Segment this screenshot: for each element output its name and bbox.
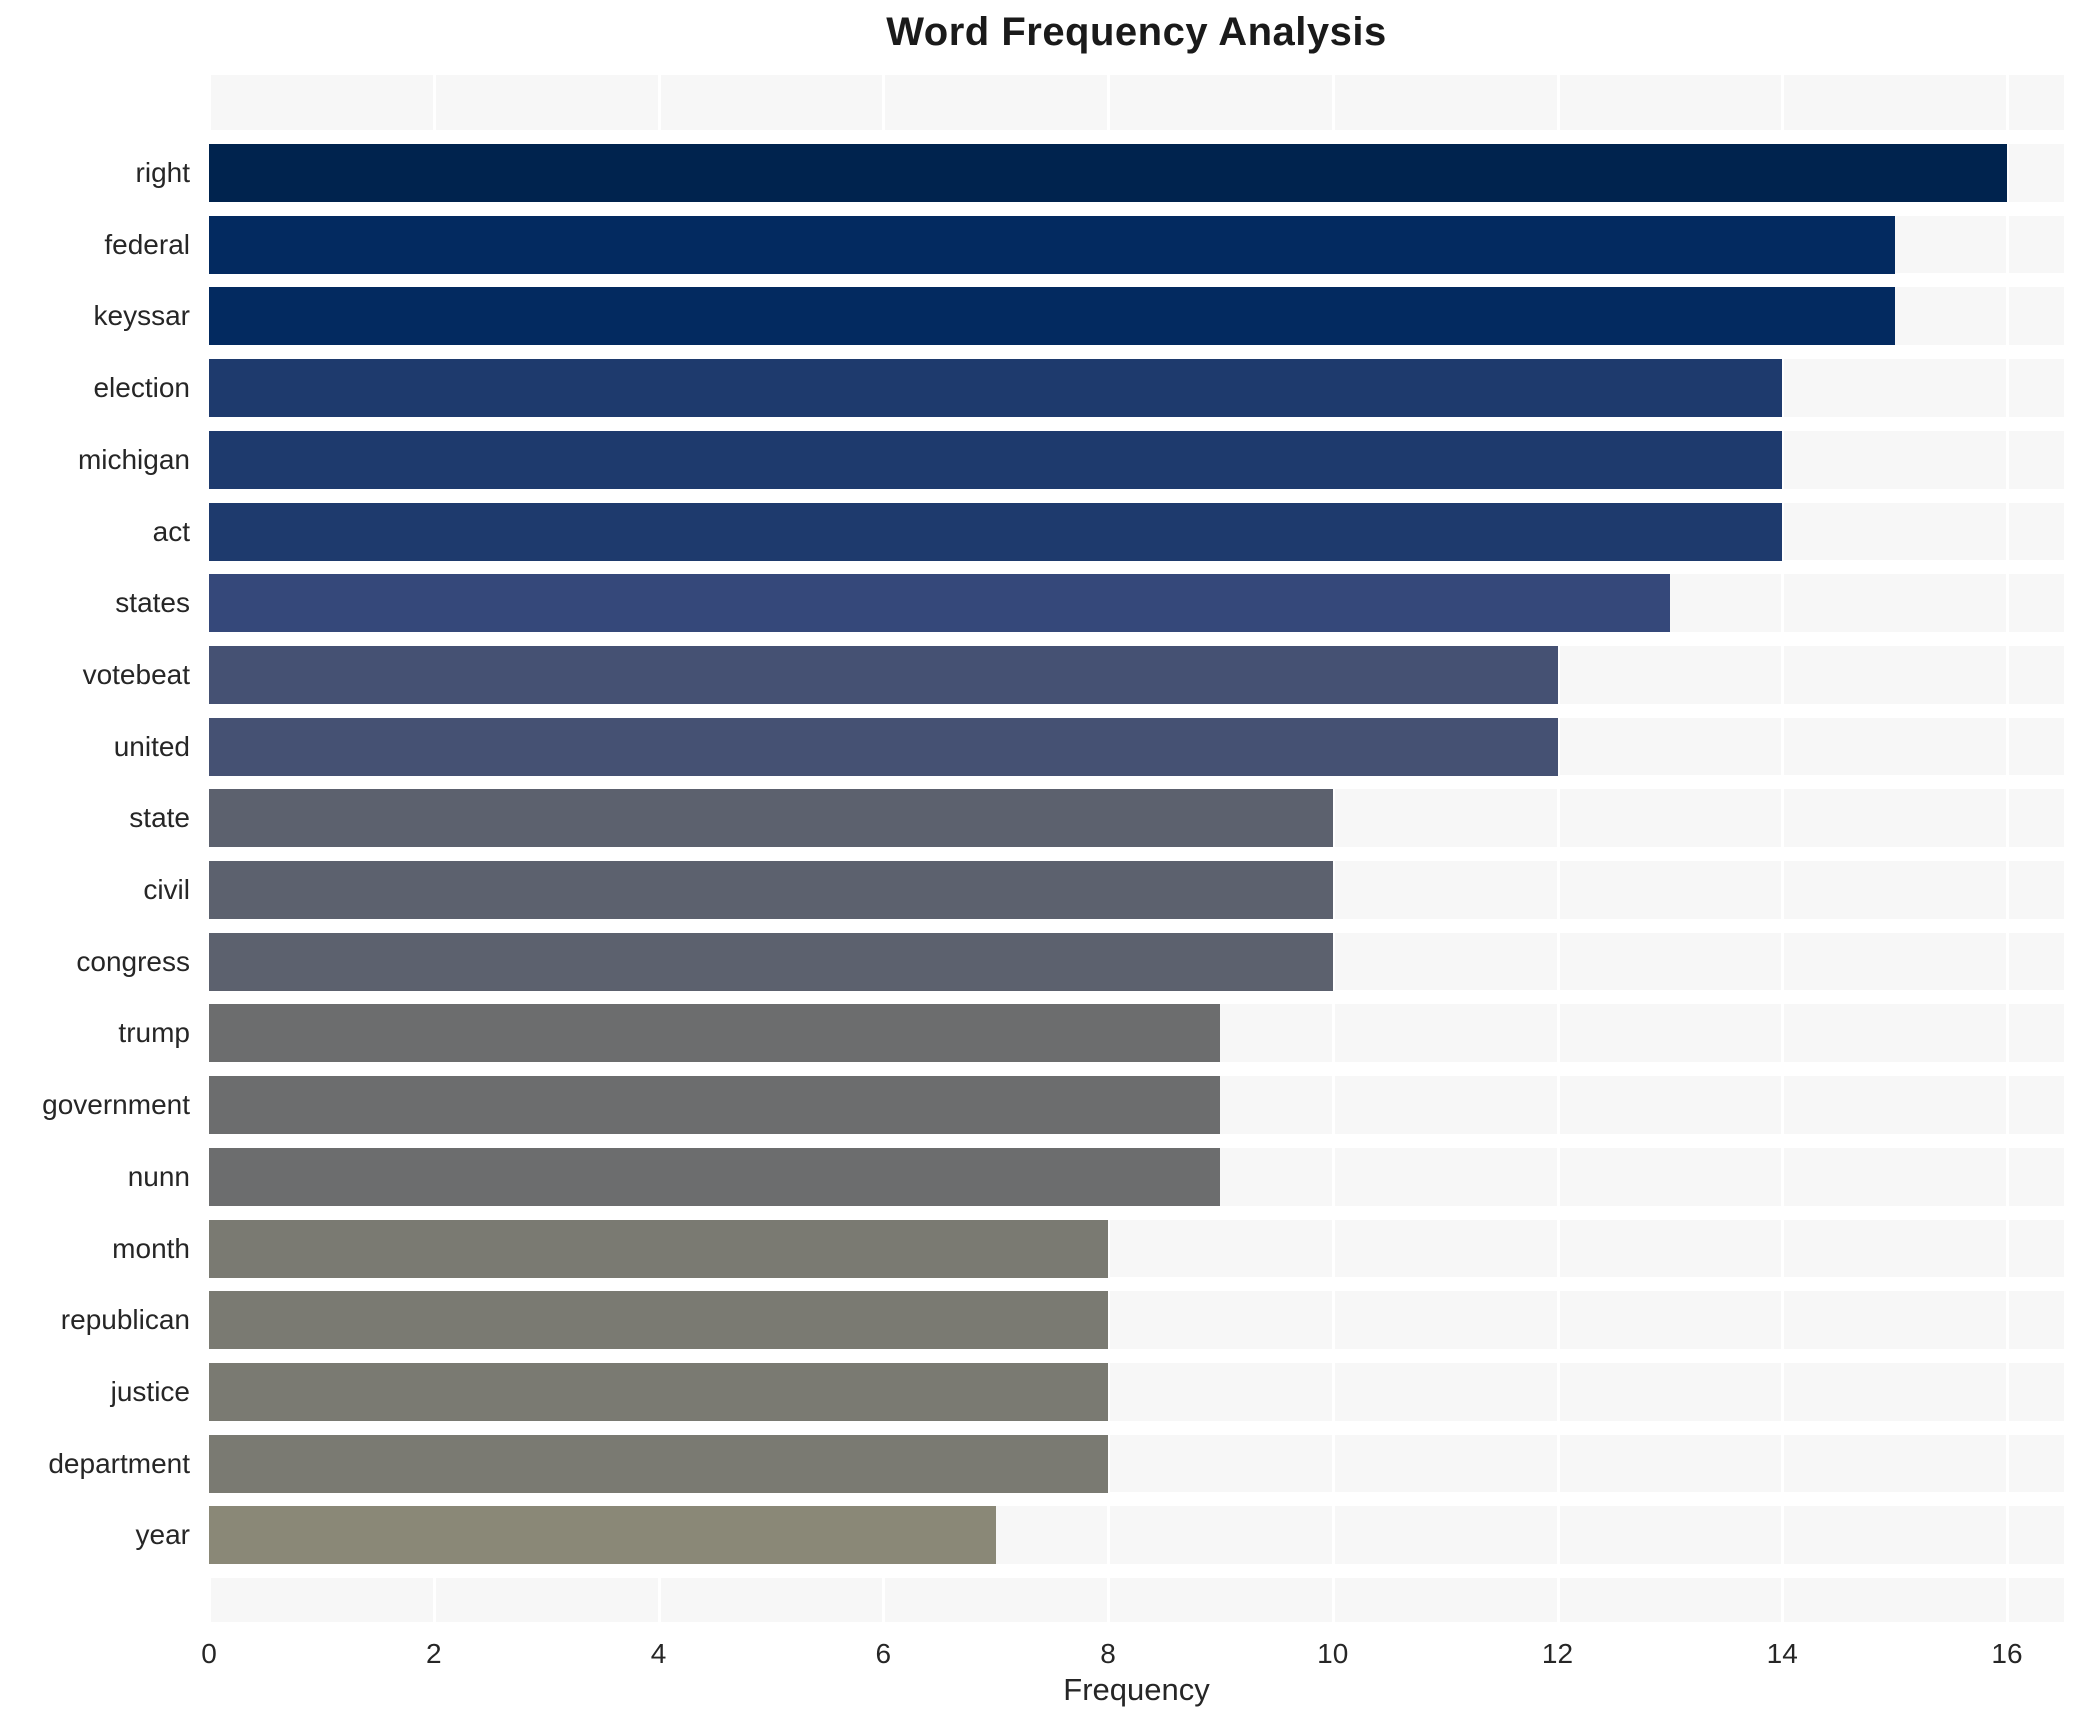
bar-department xyxy=(209,1434,1108,1493)
y-tick-label-nunn: nunn xyxy=(127,1160,190,1192)
y-tick-label-federal: federal xyxy=(104,228,190,260)
horizontal-gridline xyxy=(209,273,2064,288)
x-tick-label-12: 12 xyxy=(1541,1638,1574,1669)
bar-states xyxy=(209,574,1670,633)
horizontal-gridline xyxy=(209,918,2064,933)
horizontal-gridline xyxy=(209,775,2064,790)
x-tick-label-4: 4 xyxy=(650,1638,667,1669)
chart-title: Word Frequency Analysis xyxy=(886,10,1387,54)
horizontal-gridline xyxy=(209,1277,2064,1292)
x-tick-label-6: 6 xyxy=(875,1638,892,1669)
horizontal-gridline xyxy=(209,1062,2064,1077)
bar-election xyxy=(209,359,1783,418)
bar-state xyxy=(209,789,1333,848)
bar-michigan xyxy=(209,430,1783,489)
bar-congress xyxy=(209,932,1333,991)
bar-keyssar xyxy=(209,287,1895,346)
y-tick-label-state: state xyxy=(129,802,190,834)
horizontal-gridline xyxy=(209,1492,2064,1507)
horizontal-gridline xyxy=(209,345,2064,360)
bar-act xyxy=(209,502,1783,561)
x-tick-label-10: 10 xyxy=(1317,1638,1349,1669)
y-tick-label-civil: civil xyxy=(143,874,190,905)
horizontal-gridline xyxy=(209,703,2064,718)
y-tick-label-united: united xyxy=(113,730,190,762)
bar-year xyxy=(209,1506,996,1565)
y-tick-label-states: states xyxy=(115,587,190,619)
y-tick-label-right: right xyxy=(135,157,190,188)
bar-civil xyxy=(209,861,1333,919)
bar-government xyxy=(209,1076,1221,1135)
y-tick-label-act: act xyxy=(152,515,190,547)
y-tick-label-month: month xyxy=(112,1232,190,1264)
horizontal-gridline xyxy=(209,130,2064,144)
bar-united xyxy=(209,717,1558,776)
horizontal-gridline xyxy=(209,1205,2064,1220)
horizontal-gridline xyxy=(209,1420,2064,1435)
horizontal-gridline xyxy=(209,990,2064,1005)
bar-republican xyxy=(209,1291,1108,1350)
bar-right xyxy=(209,144,2007,202)
x-tick-label-0: 0 xyxy=(201,1638,217,1669)
x-tick-label-8: 8 xyxy=(1100,1638,1116,1669)
bar-votebeat xyxy=(209,645,1558,704)
y-tick-label-votebeat: votebeat xyxy=(82,658,190,690)
horizontal-gridline xyxy=(209,416,2064,431)
y-tick-label-trump: trump xyxy=(118,1017,190,1049)
x-tick-label-2: 2 xyxy=(425,1638,442,1669)
y-tick-label-election: election xyxy=(93,372,190,404)
x-tick-label-14: 14 xyxy=(1766,1638,1798,1669)
horizontal-gridline xyxy=(209,201,2064,216)
x-axis-label: Frequency xyxy=(1063,1672,1210,1707)
plot-area xyxy=(208,75,2064,1622)
bar-federal xyxy=(209,215,1895,274)
y-tick-label-department: department xyxy=(48,1447,190,1479)
horizontal-gridline xyxy=(209,631,2064,646)
bar-nunn xyxy=(209,1147,1221,1206)
y-tick-label-justice: justice xyxy=(110,1375,190,1407)
horizontal-gridline xyxy=(209,1564,2064,1578)
y-tick-label-keyssar: keyssar xyxy=(93,300,190,332)
y-tick-label-michigan: michigan xyxy=(77,443,190,475)
y-tick-label-government: government xyxy=(42,1089,190,1121)
horizontal-gridline xyxy=(209,1133,2064,1148)
bar-trump xyxy=(209,1004,1221,1063)
x-tick-label-16: 16 xyxy=(1991,1638,2023,1669)
horizontal-gridline xyxy=(209,847,2064,861)
bar-month xyxy=(209,1219,1108,1278)
horizontal-gridline xyxy=(209,560,2064,575)
horizontal-gridline xyxy=(209,1348,2064,1363)
y-tick-label-year: year xyxy=(135,1519,190,1551)
horizontal-gridline xyxy=(209,488,2064,503)
bar-justice xyxy=(209,1362,1108,1421)
y-tick-label-republican: republican xyxy=(60,1304,190,1336)
y-tick-label-congress: congress xyxy=(76,945,190,977)
